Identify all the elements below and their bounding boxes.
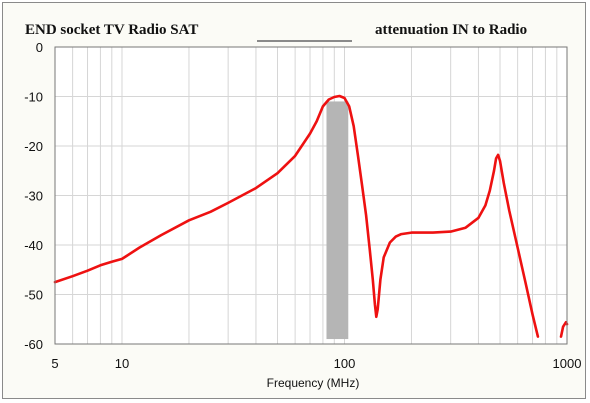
y-tick-label: -10 — [24, 90, 43, 105]
chart-frame: 0 -10 -20 -30 -40 -50 -60 5 10 100 1000 END socke… — [2, 2, 586, 399]
x-tick-label: 10 — [115, 356, 129, 371]
chart-title-right: attenuation IN to Radio — [375, 22, 527, 38]
chart: 0 -10 -20 -30 -40 -50 -60 5 10 100 1000 END socke… — [24, 22, 581, 390]
x-tick-labels: 5 10 100 1000 — [51, 356, 581, 371]
y-tick-label: -30 — [24, 189, 43, 204]
frequency-band — [326, 101, 349, 340]
plot-border — [54, 46, 568, 345]
y-tick-label: -40 — [24, 238, 43, 253]
x-tick-label: 100 — [334, 356, 356, 371]
y-tick-label: 0 — [36, 40, 43, 55]
grid — [54, 46, 568, 345]
y-tick-label: -60 — [24, 337, 43, 352]
y-tick-labels: 0 -10 -20 -30 -40 -50 -60 — [24, 40, 43, 352]
x-axis-label: Frequency (MHz) — [267, 376, 360, 390]
chart-title-left: END socket TV Radio SAT — [25, 22, 198, 38]
series-line-1 — [53, 94, 540, 338]
y-tick-label: -20 — [24, 139, 43, 154]
y-tick-label: -50 — [24, 288, 43, 303]
x-tick-label: 1000 — [553, 356, 582, 371]
band-layer — [326, 101, 349, 340]
x-tick-label: 5 — [51, 356, 58, 371]
